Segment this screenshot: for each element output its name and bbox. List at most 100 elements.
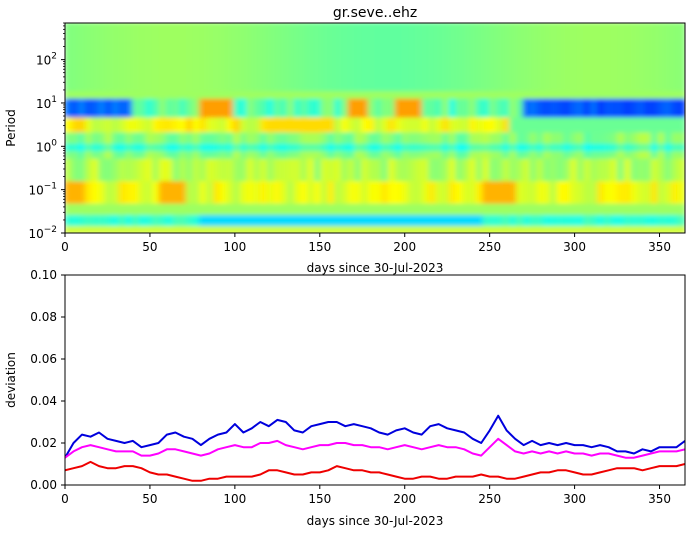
heatmap-cell <box>307 150 316 155</box>
heatmap-cell <box>307 221 316 227</box>
heatmap-cell <box>307 195 316 200</box>
heatmap-cell <box>516 150 524 155</box>
heatmap-cell <box>307 116 316 122</box>
heatmap-cell <box>448 146 457 152</box>
heatmap-cell <box>664 86 673 92</box>
heatmap-cell <box>448 45 457 50</box>
heatmap-cell <box>610 108 619 114</box>
heatmap-cell <box>610 75 619 80</box>
heatmap-cell <box>226 161 235 167</box>
heatmap-cell <box>280 108 289 114</box>
heatmap-cell <box>381 221 390 227</box>
heatmap-cell <box>516 180 524 185</box>
heatmap-cell <box>408 127 417 133</box>
heatmap-cell <box>313 101 322 107</box>
heatmap-cell <box>576 225 585 230</box>
heatmap-cell <box>253 78 262 84</box>
heatmap-cell <box>617 108 626 114</box>
heatmap-cell <box>253 210 262 215</box>
heatmap-cell <box>650 108 659 114</box>
heatmap-cell <box>152 168 161 174</box>
heatmap-cell <box>158 198 167 204</box>
heatmap-cell <box>219 112 228 118</box>
heatmap-cell <box>98 191 107 197</box>
heatmap-cell <box>475 228 484 233</box>
heatmap-cell <box>77 37 86 43</box>
heatmap-cell <box>71 228 80 233</box>
heatmap-cell <box>617 165 626 170</box>
heatmap-cell <box>361 176 369 182</box>
heatmap-cell <box>313 172 322 178</box>
heatmap-cell <box>347 142 356 148</box>
heatmap-cell <box>158 108 167 114</box>
heatmap-cell <box>232 123 241 129</box>
heatmap-cell <box>408 78 417 84</box>
heatmap-cell <box>529 131 538 137</box>
heatmap-cell <box>522 180 531 185</box>
heatmap-cell <box>246 127 255 133</box>
heatmap-cell <box>502 142 511 148</box>
heatmap-cell <box>111 37 120 43</box>
heatmap-cell <box>455 165 464 170</box>
heatmap-cell <box>192 225 201 230</box>
heatmap-cell <box>495 228 504 233</box>
heatmap-cell <box>259 52 268 58</box>
heatmap-cell <box>179 157 188 163</box>
heatmap-cell <box>320 180 329 185</box>
heatmap-cell <box>462 37 471 43</box>
heatmap-cell <box>320 93 329 99</box>
heatmap-cell <box>617 187 626 193</box>
heatmap-cell <box>125 187 134 193</box>
heatmap-cell <box>185 210 194 215</box>
heatmap-cell <box>104 131 113 137</box>
heatmap-cell <box>414 135 423 140</box>
heatmap-cell <box>98 97 107 103</box>
heatmap-cell <box>617 101 626 107</box>
heatmap-cell <box>367 165 376 170</box>
heatmap-cell <box>529 213 538 219</box>
heatmap-cell <box>246 138 255 144</box>
heatmap-cell <box>408 213 417 219</box>
heatmap-cell <box>495 101 504 107</box>
heatmap-cell <box>320 191 329 197</box>
heatmap-cell <box>475 138 484 144</box>
heatmap-cell <box>455 127 464 133</box>
heatmap-cell <box>542 210 551 215</box>
heatmap-cell <box>657 195 666 200</box>
heatmap-cell <box>529 41 538 47</box>
heatmap-cell <box>556 168 565 174</box>
heatmap-cell <box>677 41 685 47</box>
heatmap-cell <box>516 75 524 80</box>
heatmap-cell <box>435 161 444 167</box>
heatmap-cell <box>334 116 343 122</box>
heatmap-cell <box>165 168 174 174</box>
heatmap-cell <box>65 37 73 43</box>
heatmap-cell <box>509 146 518 152</box>
heatmap-cell <box>563 108 572 114</box>
heatmap-cell <box>199 195 208 200</box>
heatmap-cell <box>401 221 410 227</box>
heatmap-cell <box>374 138 383 144</box>
heatmap-cell <box>219 191 228 197</box>
heatmap-cell <box>206 101 214 107</box>
heatmap-cell <box>280 206 289 212</box>
heatmap-cell <box>617 37 626 43</box>
heatmap-cell <box>354 97 363 103</box>
heatmap-cell <box>448 120 457 125</box>
heatmap-cell <box>664 90 673 95</box>
heatmap-cell <box>65 82 73 88</box>
heatmap-cell <box>610 123 619 129</box>
heatmap-cell <box>576 75 585 80</box>
heatmap-cell <box>522 217 531 223</box>
heatmap-cell <box>327 86 336 92</box>
heatmap-cell <box>212 180 221 185</box>
heatmap-cell <box>273 225 282 230</box>
heatmap-cell <box>549 213 558 219</box>
heatmap-cell <box>165 82 174 88</box>
heatmap-cell <box>623 165 632 170</box>
heatmap-cell <box>71 187 80 193</box>
heatmap-cell <box>630 56 639 62</box>
heatmap-cell <box>522 93 531 99</box>
heatmap-cell <box>677 165 685 170</box>
heatmap-cell <box>131 161 140 167</box>
